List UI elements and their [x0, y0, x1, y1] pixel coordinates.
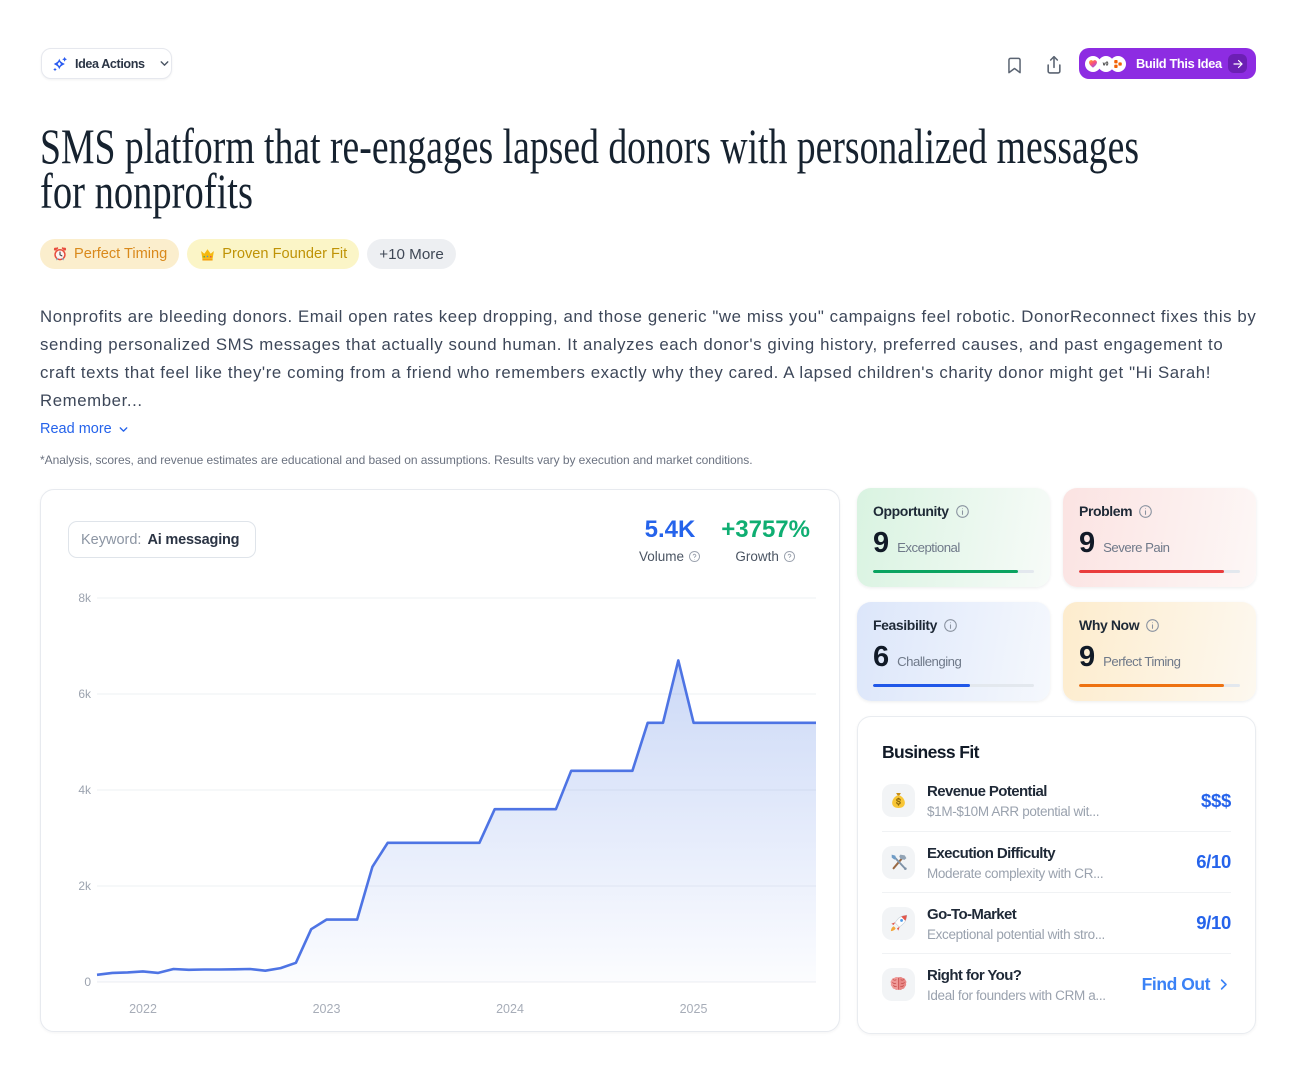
svg-text:0: 0	[84, 975, 91, 989]
svg-text:8k: 8k	[78, 591, 92, 605]
svg-text:v0: v0	[1103, 61, 1109, 67]
svg-text:2022: 2022	[129, 1002, 157, 1016]
svg-text:2023: 2023	[313, 1002, 341, 1016]
svg-text:2025: 2025	[680, 1002, 708, 1016]
svg-text:6k: 6k	[78, 687, 92, 701]
svg-text:2k: 2k	[78, 879, 92, 893]
svg-text:2024: 2024	[496, 1002, 524, 1016]
svg-text:4k: 4k	[78, 783, 92, 797]
